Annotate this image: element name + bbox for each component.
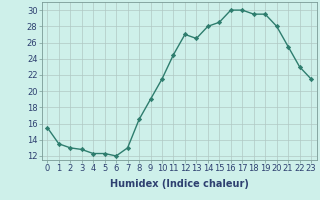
X-axis label: Humidex (Indice chaleur): Humidex (Indice chaleur) [110,179,249,189]
